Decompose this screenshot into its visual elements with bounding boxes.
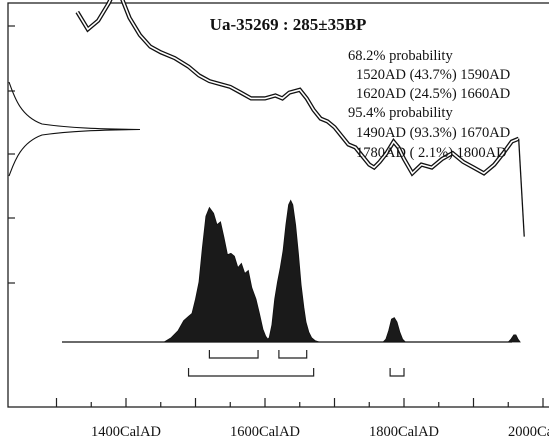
x-tick-label: 1400CalAD	[91, 424, 161, 440]
annotation-68-heading: 68.2% probability	[348, 48, 453, 64]
range-68-bracket	[208, 350, 259, 359]
annotation-95-heading: 95.4% probability	[348, 105, 453, 121]
annotation-68-range-2: 1620AD (24.5%) 1660AD	[356, 86, 510, 102]
x-axis-labels: 1400CalAD 1600CalAD 1800CalAD 2000CalAD	[91, 424, 549, 440]
range-95-bracket	[389, 368, 405, 377]
chart-title: Ua-35269 : 285±35BP	[210, 15, 367, 34]
y-axis-ticks	[8, 25, 15, 284]
probability-density-area	[162, 199, 521, 343]
range-95-bracket	[187, 368, 315, 377]
ranges-95-brackets	[187, 368, 405, 377]
probability-distribution	[162, 199, 521, 343]
x-tick-label: 1800CalAD	[369, 424, 439, 440]
range-68-bracket	[278, 350, 308, 359]
ranges-68-brackets	[208, 350, 308, 359]
x-tick-label: 1600CalAD	[230, 424, 300, 440]
radiocarbon-measurement-curve	[8, 81, 141, 177]
calibration-curve-end-line	[518, 138, 525, 237]
annotation-95-range-2: 1780AD ( 2.1%) 1800AD	[356, 145, 507, 161]
x-tick-label: 2000CalAD	[508, 424, 549, 440]
calibration-curve-inner	[76, 0, 520, 175]
plot-frame	[7, 2, 549, 408]
annotation-68-range-1: 1520AD (43.7%) 1590AD	[356, 67, 510, 83]
annotation-95-range-1: 1490AD (93.3%) 1670AD	[356, 125, 510, 141]
x-axis-ticks	[55, 398, 544, 407]
